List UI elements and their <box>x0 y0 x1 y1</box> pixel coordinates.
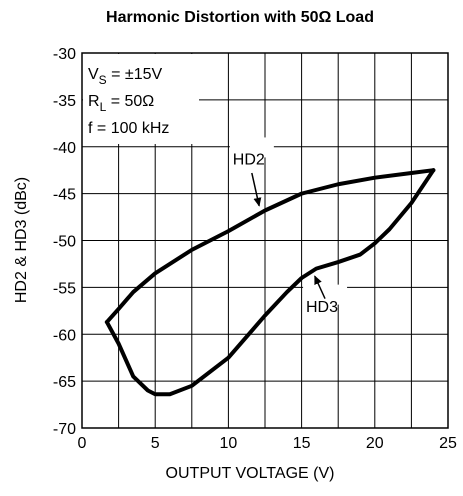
x-tick-label: 5 <box>151 435 160 452</box>
chart-title: Harmonic Distortion with 50Ω Load <box>106 9 374 26</box>
series-line <box>104 168 436 325</box>
annotation: f = 100 kHz <box>88 120 169 137</box>
annotation-text: = 50Ω <box>106 93 154 110</box>
label-bg <box>229 137 274 158</box>
annotation-text: = ±15V <box>107 66 163 83</box>
y-axis-label: HD2 & HD3 (dBc) <box>13 177 30 303</box>
label-bg <box>303 284 348 305</box>
y-tick-label: -65 <box>53 374 76 391</box>
x-tick-label: 10 <box>220 435 238 452</box>
y-tick-label: -70 <box>53 421 76 438</box>
y-tick-label: -35 <box>53 93 76 110</box>
plot-frame <box>81 52 449 429</box>
annotation-subscript: S <box>99 73 107 87</box>
label-arrow <box>314 275 326 299</box>
y-tick-label: -60 <box>53 327 76 344</box>
y-tick-label: -30 <box>53 46 76 63</box>
annotation-symbol: R <box>88 93 100 110</box>
annotation-symbol: f <box>88 120 93 137</box>
x-tick-label: 15 <box>293 435 311 452</box>
series-label: HD2 <box>233 152 265 169</box>
y-tick-label: -55 <box>53 280 76 297</box>
y-tick-label: -50 <box>53 234 76 251</box>
annotation-text: = 100 kHz <box>92 120 169 137</box>
annotation: RL = 50Ω <box>88 93 154 114</box>
x-tick-label: 0 <box>78 435 87 452</box>
annotation: VS = ±15V <box>88 66 163 87</box>
label-arrow <box>251 172 262 207</box>
series-label: HD3 <box>306 299 338 316</box>
annotation-subscript: L <box>100 100 107 114</box>
annotation-symbol: V <box>88 66 99 83</box>
x-tick-label: 20 <box>366 435 384 452</box>
x-tick-label: 25 <box>439 435 457 452</box>
y-tick-label: -40 <box>53 140 76 157</box>
series-line <box>104 168 436 397</box>
x-axis-label: OUTPUT VOLTAGE (V) <box>166 465 335 482</box>
annotation-box <box>83 54 199 144</box>
y-tick-label: -45 <box>53 187 76 204</box>
